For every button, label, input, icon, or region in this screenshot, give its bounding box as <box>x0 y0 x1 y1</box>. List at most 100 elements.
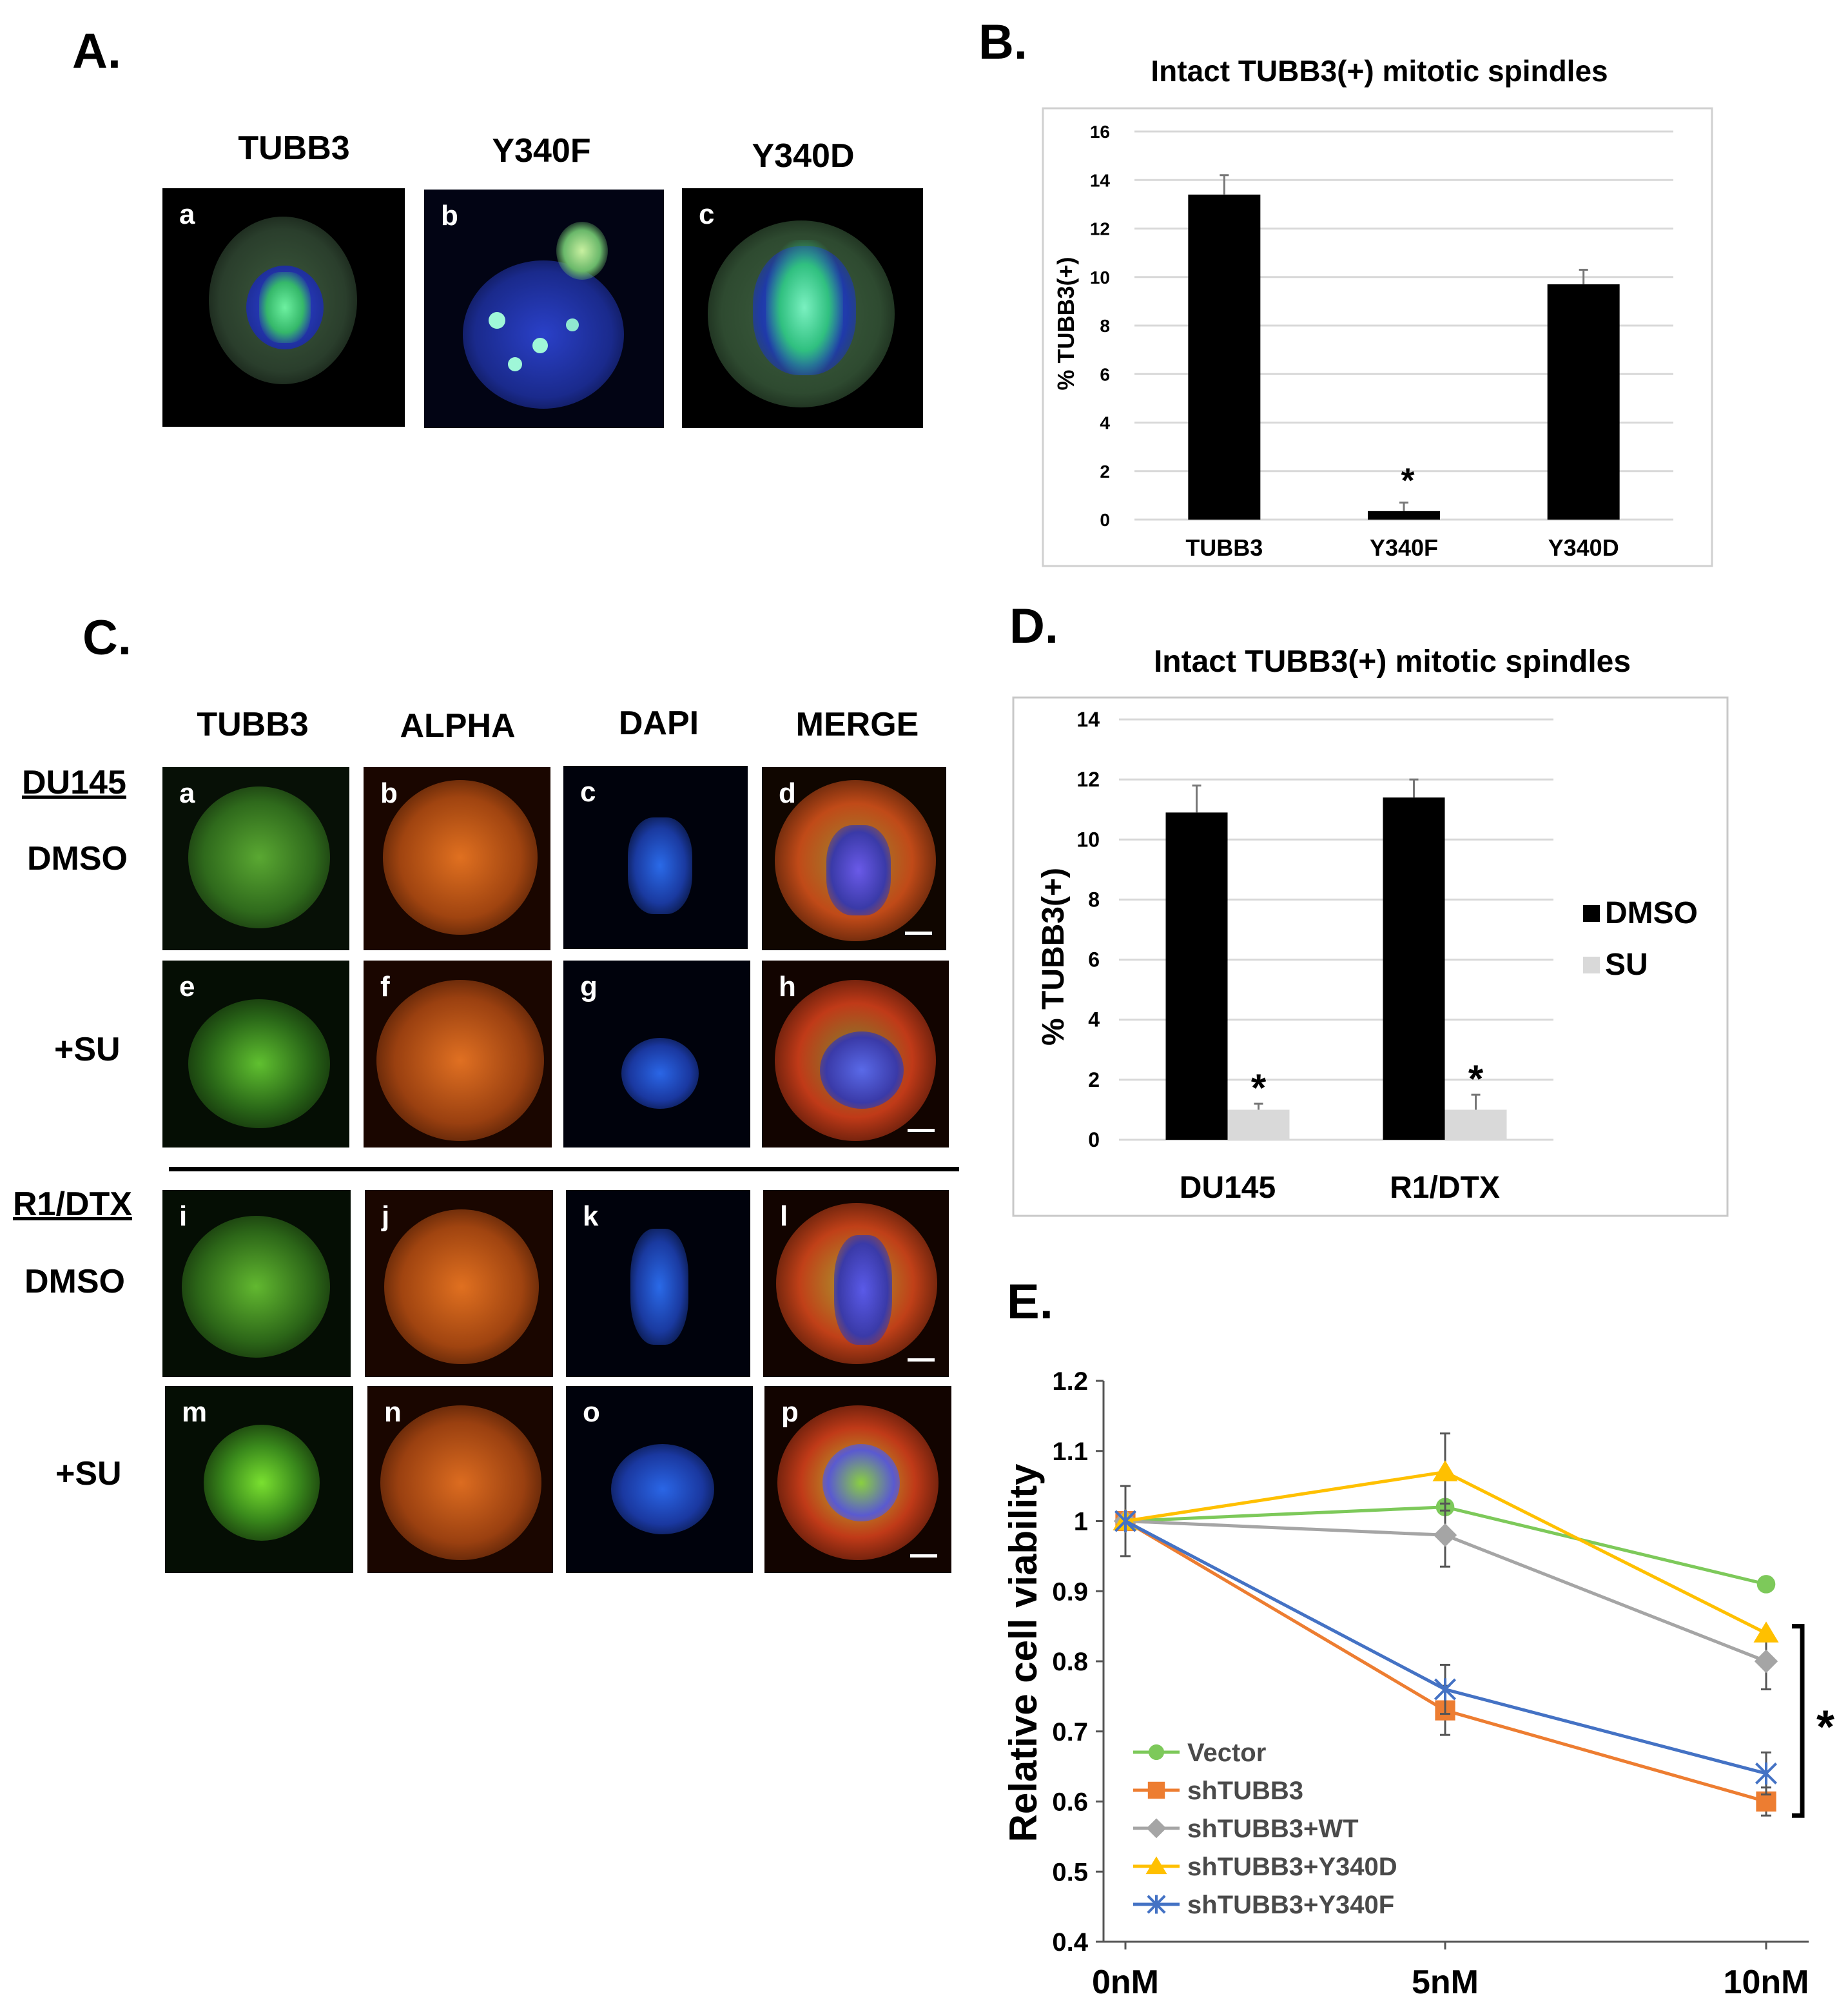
chart-b: Intact TUBB3(+) mitotic spindles 0 2 4 6 8 10… <box>1042 54 1713 567</box>
legend-swatch <box>1583 957 1600 973</box>
significance-mark: * <box>1251 1066 1267 1109</box>
legend-label: shTUBB3+WT <box>1187 1815 1359 1843</box>
y-tick-label: 0 <box>1100 510 1110 530</box>
panel-c-row-du145: DU145 <box>22 764 126 801</box>
y-tick-label: 1.2 <box>1052 1367 1088 1396</box>
x-tick-label: Y340D <box>1548 534 1619 561</box>
scale-bar <box>908 1358 935 1362</box>
panel-c-row-dmso-2: DMSO <box>24 1263 125 1300</box>
y-tick-label: 4 <box>1100 413 1110 433</box>
scale-bar <box>910 1554 937 1558</box>
micrograph-c-b: b <box>364 767 550 950</box>
chart-e-yticks: 0.4 0.5 0.6 0.7 0.8 0.9 1 1.1 1.2 <box>1052 1367 1104 1957</box>
y-tick-label: 0.6 <box>1052 1788 1088 1817</box>
significance-mark: * <box>1816 1701 1834 1753</box>
panel-c-row-r1dtx: R1/DTX <box>13 1186 132 1223</box>
micrograph-a-y340f: b <box>424 190 664 428</box>
data-point <box>1114 1510 1137 1532</box>
y-tick-label: 0.9 <box>1052 1577 1088 1606</box>
bar-su <box>1444 1109 1507 1140</box>
y-tick-label: 0 <box>1088 1128 1100 1151</box>
scale-bar <box>905 932 932 935</box>
y-tick-label: 6 <box>1088 948 1100 972</box>
y-tick-label: 0.8 <box>1052 1648 1088 1676</box>
data-point <box>1755 1762 1778 1785</box>
panel-letter-d: D. <box>1009 599 1058 654</box>
data-point <box>1753 1621 1779 1643</box>
chart-b-bars: * <box>1188 174 1620 520</box>
micrograph-c-j: j <box>365 1190 553 1377</box>
data-point <box>1147 1895 1166 1914</box>
chart-b-yticks: 0 2 4 6 8 10 12 14 16 <box>1090 122 1111 530</box>
scale-bar <box>908 1129 935 1132</box>
panel-c-row-dmso-1: DMSO <box>27 840 128 877</box>
micrograph-tag: a <box>179 199 195 230</box>
data-point <box>1754 1649 1778 1674</box>
micrograph-c-a: a <box>162 767 349 950</box>
y-tick-label: 2 <box>1088 1068 1100 1091</box>
legend-label: shTUBB3+Y340F <box>1187 1891 1394 1919</box>
y-tick-label: 1.1 <box>1052 1438 1088 1466</box>
panel-letter-e: E. <box>1007 1275 1053 1329</box>
y-tick-label: 0.4 <box>1052 1928 1088 1957</box>
panel-c-row-su-2: +SU <box>55 1455 122 1492</box>
legend-label: Vector <box>1187 1739 1266 1767</box>
data-point <box>1433 1523 1457 1547</box>
data-point <box>1145 1856 1167 1875</box>
x-tick-label: TUBB3 <box>1185 534 1263 561</box>
legend-label: SU <box>1605 948 1648 982</box>
data-point <box>1432 1460 1458 1481</box>
bar-su <box>1227 1109 1290 1140</box>
chart-d-xticks: DU145 R1/DTX <box>1180 1171 1500 1205</box>
y-tick-label: 8 <box>1100 316 1110 336</box>
y-tick-label: 14 <box>1090 170 1111 190</box>
micrograph-c-m: m <box>165 1386 353 1573</box>
significance-mark: * <box>1401 462 1414 500</box>
micrograph-tag: c <box>699 199 715 230</box>
legend-label: DMSO <box>1605 896 1698 930</box>
chart-b-frame <box>1042 107 1713 567</box>
y-tick-label: 8 <box>1088 888 1100 911</box>
panel-c-col-alpha: ALPHA <box>400 707 516 745</box>
x-tick-label: 0nM <box>1092 1964 1159 2001</box>
y-tick-label: 6 <box>1100 364 1110 384</box>
data-point <box>1434 1678 1457 1701</box>
micrograph-c-e: e <box>162 961 349 1148</box>
y-tick-label: 0.5 <box>1052 1858 1088 1886</box>
chart-d-yticks: 0 2 4 6 8 10 12 14 <box>1076 708 1100 1151</box>
micrograph-c-c: c <box>563 766 748 949</box>
significance-bracket <box>1792 1624 1805 1818</box>
chart-e-xticks: 0nM 5nM 10nM <box>1092 1942 1809 2001</box>
x-tick-label: R1/DTX <box>1390 1171 1500 1205</box>
chart-d-frame <box>1012 696 1729 1217</box>
panel-letter-c: C. <box>83 610 131 665</box>
chart-e-significance: * <box>1792 1624 1834 1818</box>
y-tick-label: 16 <box>1090 122 1110 142</box>
chart-b-ylabel: % TUBB3(+) <box>1053 257 1079 390</box>
panel-c-row-su-1: +SU <box>54 1031 121 1068</box>
x-tick-label: 5nM <box>1412 1964 1479 2001</box>
bar-dmso <box>1383 797 1445 1140</box>
chart-d-ylabel: % TUBB3(+) <box>1036 868 1071 1046</box>
data-point <box>1147 1781 1165 1799</box>
chart-d-title: Intact TUBB3(+) mitotic spindles <box>1154 645 1631 679</box>
micrograph-c-o: o <box>566 1386 753 1573</box>
bar-dmso <box>1165 812 1228 1140</box>
chart-b-title: Intact TUBB3(+) mitotic spindles <box>1151 54 1608 88</box>
data-point <box>1148 1744 1165 1761</box>
y-tick-label: 10 <box>1076 828 1100 851</box>
micrograph-c-f: f <box>364 961 552 1148</box>
row-divider <box>169 1167 959 1171</box>
x-tick-label: DU145 <box>1180 1171 1276 1205</box>
data-point <box>1146 1818 1167 1839</box>
panel-a-col-tubb3: TUBB3 <box>238 130 350 167</box>
micrograph-c-i: i <box>162 1190 351 1377</box>
y-tick-label: 12 <box>1090 219 1110 239</box>
micrograph-a-tubb3: a <box>162 188 405 427</box>
chart-e-legend: Vector shTUBB3 shTUBB3+WT shTUBB3+Y340D shTU… <box>1133 1739 1397 1919</box>
panel-a-col-y340d: Y340D <box>752 137 855 175</box>
y-tick-label: 2 <box>1100 462 1110 482</box>
y-tick-label: 14 <box>1076 708 1100 731</box>
micrograph-c-k: k <box>566 1190 750 1377</box>
